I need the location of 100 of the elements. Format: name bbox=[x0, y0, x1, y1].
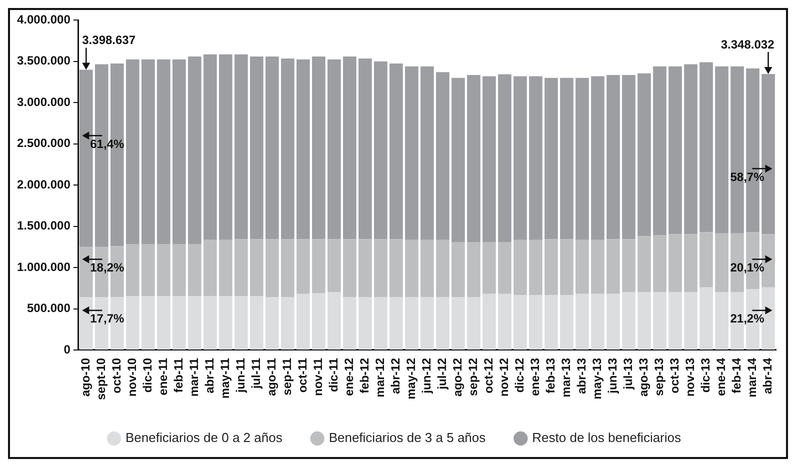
annotation: 21,2% bbox=[730, 312, 765, 326]
bar bbox=[622, 292, 636, 350]
bar bbox=[358, 239, 372, 298]
bar bbox=[715, 233, 728, 292]
y-tick-label: 500.000 bbox=[26, 301, 71, 316]
bar bbox=[668, 234, 682, 292]
bar bbox=[467, 75, 480, 242]
annotation: 17,7% bbox=[90, 312, 124, 326]
x-tick-label: jul-13 bbox=[621, 358, 636, 390]
bar bbox=[544, 78, 558, 240]
x-tick-label: may-12 bbox=[404, 358, 418, 400]
legend-label: Beneficiarios de 3 a 5 años bbox=[328, 430, 486, 446]
bar bbox=[126, 59, 140, 244]
bar bbox=[281, 239, 294, 298]
bar bbox=[141, 59, 155, 244]
bar bbox=[715, 292, 728, 350]
bar bbox=[358, 297, 372, 350]
bar bbox=[281, 297, 294, 350]
bar bbox=[156, 244, 170, 296]
bar bbox=[188, 56, 202, 244]
bar bbox=[576, 294, 589, 350]
bar bbox=[218, 296, 232, 350]
bar bbox=[296, 239, 310, 294]
bar bbox=[498, 242, 512, 294]
bar bbox=[126, 296, 140, 350]
bar bbox=[638, 236, 651, 292]
x-tick-label: nov-13 bbox=[683, 358, 698, 397]
bar bbox=[606, 294, 620, 350]
bar bbox=[622, 75, 636, 240]
bar bbox=[172, 59, 186, 244]
bar bbox=[684, 292, 698, 350]
bar bbox=[390, 297, 403, 350]
bar bbox=[482, 76, 496, 242]
bar bbox=[250, 239, 264, 296]
bar bbox=[374, 239, 388, 298]
x-tick-label: ago-12 bbox=[450, 358, 465, 397]
bar bbox=[172, 296, 186, 350]
bar bbox=[343, 239, 356, 298]
y-tick-label: 2.000.000 bbox=[16, 177, 71, 192]
bar bbox=[405, 66, 418, 240]
bar bbox=[622, 239, 636, 292]
bar bbox=[653, 66, 666, 235]
x-tick-label: jul-12 bbox=[435, 358, 450, 390]
bar bbox=[172, 244, 186, 296]
y-tick-label: 4.000.000 bbox=[16, 12, 71, 27]
bar bbox=[234, 296, 248, 350]
bar bbox=[606, 239, 620, 294]
bar bbox=[482, 242, 496, 294]
bar bbox=[591, 76, 604, 240]
bar bbox=[234, 239, 248, 296]
x-tick-label: dic-13 bbox=[698, 358, 713, 393]
bar bbox=[156, 59, 170, 244]
x-tick-label: jun-11 bbox=[233, 358, 248, 394]
bar bbox=[715, 66, 728, 234]
bar bbox=[218, 240, 232, 296]
legend-label: Beneficiarios de 0 a 2 años bbox=[125, 430, 283, 446]
bar bbox=[576, 240, 589, 294]
x-tick-label: abr-13 bbox=[574, 358, 589, 394]
bar bbox=[405, 240, 418, 298]
x-tick-label: abr-14 bbox=[760, 358, 775, 394]
x-tick-label: sep-12 bbox=[466, 358, 480, 396]
x-tick-label: may-11 bbox=[218, 358, 232, 399]
y-tick-label: 0 bbox=[64, 342, 71, 356]
x-tick-label: oct-11 bbox=[295, 358, 310, 393]
bar bbox=[374, 297, 388, 350]
x-tick-label: ene-14 bbox=[714, 358, 728, 396]
bar bbox=[452, 242, 465, 298]
bar bbox=[312, 56, 326, 240]
x-tick-label: ago-13 bbox=[636, 358, 651, 397]
bar bbox=[514, 240, 527, 296]
bar bbox=[390, 63, 403, 240]
bar bbox=[529, 240, 542, 296]
bar bbox=[420, 66, 434, 240]
x-tick-label: feb-11 bbox=[171, 358, 186, 393]
bar bbox=[700, 287, 713, 350]
bar bbox=[498, 294, 512, 350]
annotation: 20,1% bbox=[730, 260, 765, 275]
x-tick-label: oct-13 bbox=[668, 358, 682, 394]
bar bbox=[203, 54, 217, 240]
bar bbox=[684, 234, 698, 292]
bar bbox=[638, 292, 651, 350]
x-tick-label: mar-14 bbox=[745, 358, 760, 398]
x-tick-label: abr-11 bbox=[202, 358, 216, 394]
bar bbox=[436, 240, 450, 298]
bar bbox=[374, 61, 388, 240]
bar bbox=[358, 58, 372, 240]
bar bbox=[668, 66, 682, 234]
x-tick-label: abr-12 bbox=[388, 358, 402, 394]
bar bbox=[514, 295, 527, 350]
bar bbox=[498, 74, 512, 242]
bar bbox=[156, 296, 170, 350]
bar bbox=[684, 64, 698, 234]
x-tick-label: dic-12 bbox=[512, 358, 527, 393]
bar bbox=[188, 296, 202, 350]
bar bbox=[576, 78, 589, 240]
x-tick-label: jun-12 bbox=[420, 358, 434, 394]
bar bbox=[529, 295, 542, 350]
bar bbox=[668, 292, 682, 350]
bar bbox=[452, 78, 465, 242]
bar bbox=[482, 294, 496, 350]
